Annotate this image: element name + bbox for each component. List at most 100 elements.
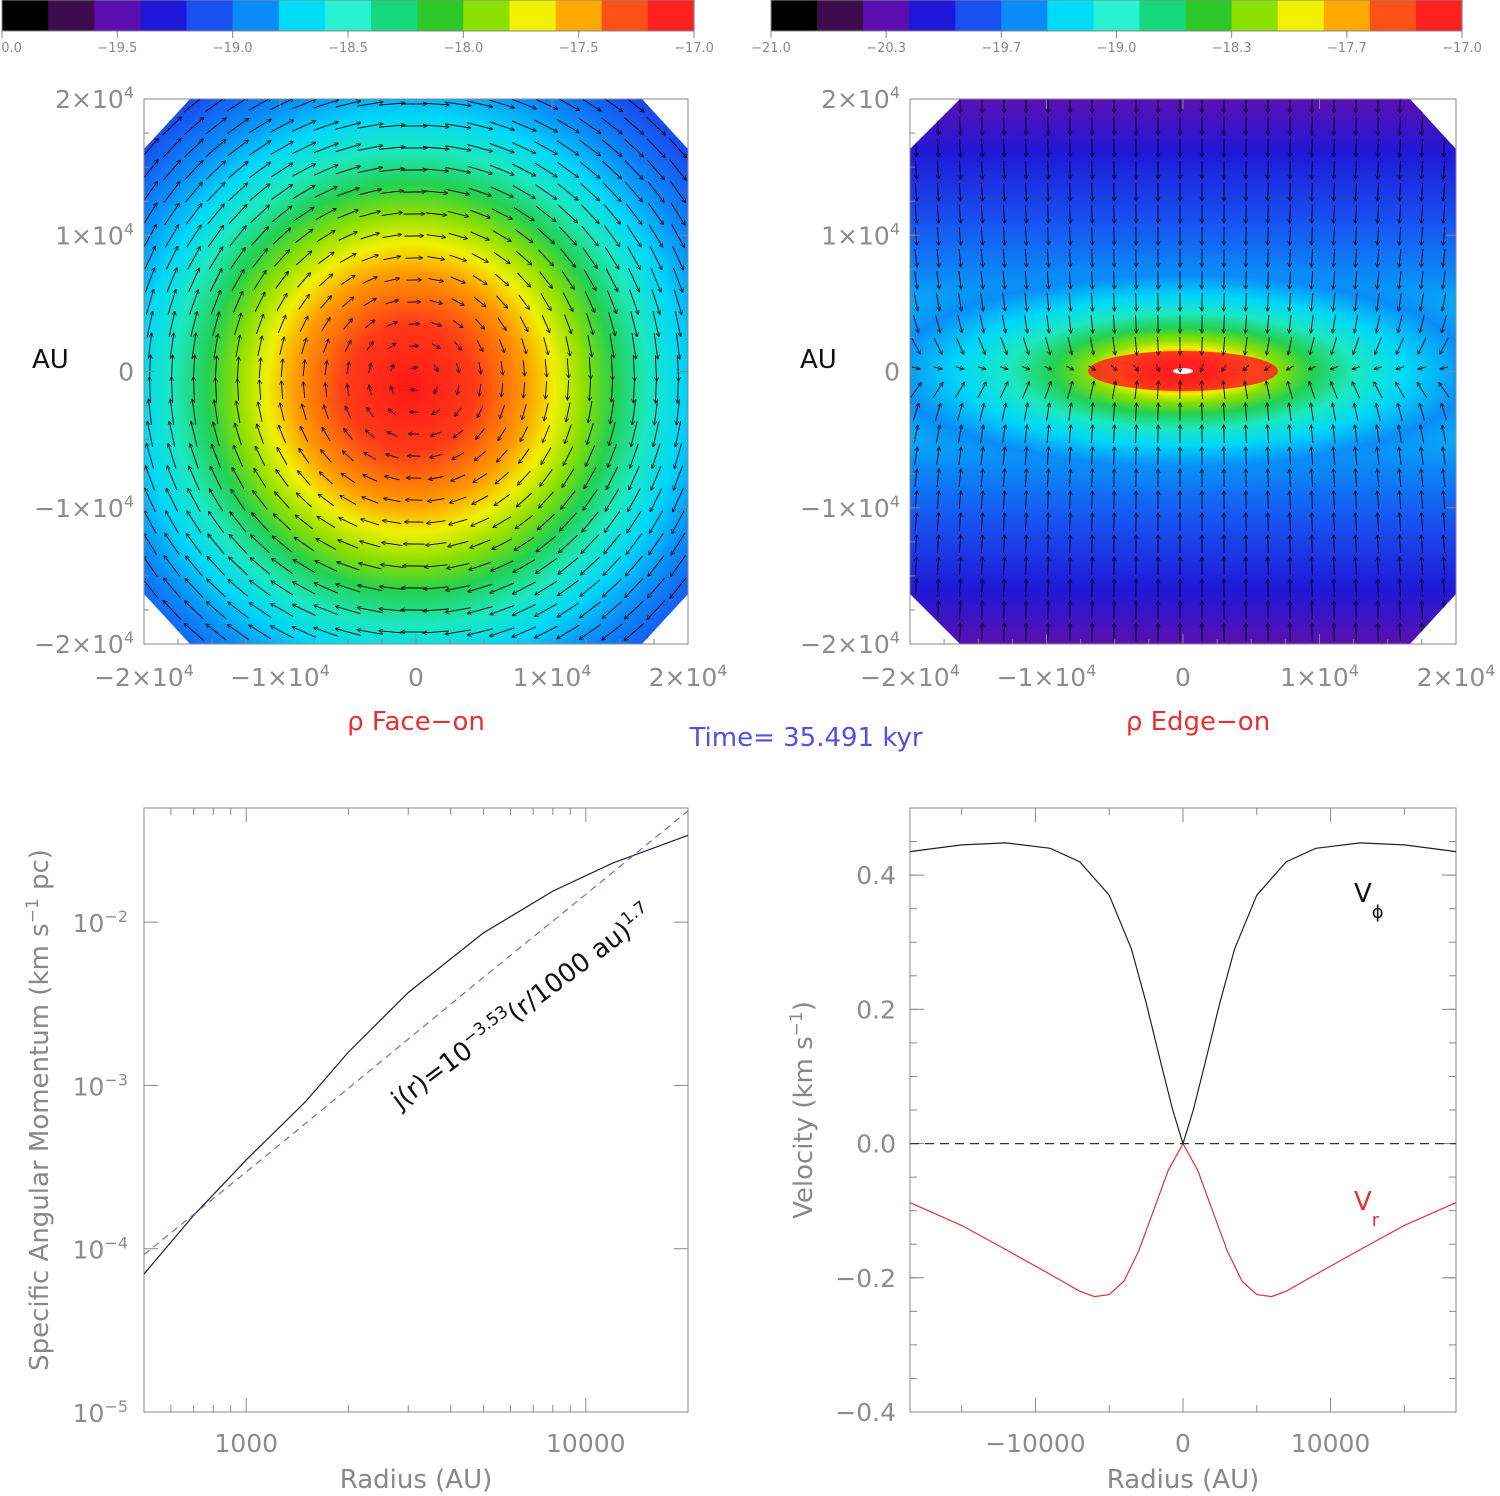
velocity-arrow	[915, 249, 917, 267]
velocity-arrow	[1004, 99, 1005, 113]
velocity-arrow	[166, 268, 177, 293]
velocity-arrow	[1047, 270, 1048, 289]
velocity-arrow	[669, 622, 688, 642]
velocity-arrow	[601, 117, 623, 134]
velocity-arrow	[1355, 226, 1356, 245]
colorbar-1-tick-label: −17.0	[674, 41, 714, 56]
velocity-arrow	[451, 298, 464, 306]
velocity-arrow	[433, 364, 438, 372]
velocity-arrow	[1289, 447, 1290, 466]
velocity-arrow	[937, 557, 938, 576]
y-tick-label: 10−2	[73, 907, 128, 938]
velocity-arrow	[210, 290, 220, 314]
velocity-arrow	[580, 182, 599, 201]
colorbar-1-swatch	[2, 0, 49, 31]
velocity-arrow	[165, 533, 180, 556]
velocity-arrow	[512, 185, 535, 199]
velocity-arrow	[649, 510, 664, 533]
velocity-arrow	[1400, 138, 1401, 157]
velocity-arrow	[536, 535, 557, 551]
velocity-arrow	[1047, 447, 1048, 466]
velocity-arrow	[294, 229, 313, 244]
velocity-arrow	[1399, 226, 1400, 245]
velocity-arrow	[651, 465, 662, 490]
velocity-arrow	[1001, 315, 1005, 333]
velocity-arrow	[1399, 182, 1400, 201]
velocity-arrow	[429, 476, 444, 480]
velocity-arrow	[227, 624, 249, 640]
velocity-arrow	[1400, 579, 1401, 598]
velocity-arrow	[273, 514, 291, 531]
velocity-arrow	[1355, 491, 1356, 510]
velocity-arrow	[980, 425, 984, 443]
velocity-arrow	[497, 317, 506, 331]
velocity-arrow	[1377, 293, 1380, 311]
velocity-arrow	[999, 382, 1008, 399]
velocity-arrow	[1443, 138, 1444, 157]
velocity-arrow	[1004, 601, 1005, 620]
velocity-arrow	[357, 124, 383, 129]
velocity-arrow	[1333, 469, 1334, 488]
velocity-arrow	[583, 269, 596, 291]
velocity-arrow	[166, 488, 179, 512]
velocity-arrow	[470, 231, 489, 240]
velocity-arrow	[1355, 513, 1356, 532]
velocity-arrow	[1421, 271, 1424, 289]
colorbar-1-swatch	[601, 0, 649, 31]
velocity-arrow	[479, 362, 481, 374]
velocity-arrow	[981, 535, 982, 554]
velocity-arrow	[1421, 447, 1424, 465]
velocity-arrow	[519, 448, 530, 464]
velocity-arrow	[958, 293, 962, 311]
velocity-arrow	[1067, 381, 1072, 399]
velocity-arrow	[471, 253, 488, 263]
velocity-arrow	[281, 359, 283, 378]
velocity-arrow	[1377, 271, 1379, 289]
velocity-arrow	[512, 604, 536, 615]
velocity-arrow	[602, 623, 623, 640]
velocity-arrow	[1400, 557, 1401, 576]
velocity-arrow	[425, 564, 448, 567]
velocity-arrow	[237, 357, 238, 380]
velocity-arrow	[476, 340, 483, 351]
velocity-arrow	[512, 626, 537, 637]
velocity-arrow	[1290, 513, 1291, 532]
velocity-arrow	[604, 511, 620, 532]
velocity-arrow	[410, 412, 419, 413]
edge-on-ytick-label: 1×104	[821, 219, 900, 250]
velocity-arrow	[1047, 469, 1048, 488]
velocity-arrow	[981, 204, 982, 223]
velocity-arrow	[1268, 513, 1269, 532]
velocity-arrow	[295, 515, 314, 530]
velocity-arrow	[1378, 138, 1379, 157]
velocity-arrow	[558, 557, 579, 574]
velocity-arrow	[230, 512, 247, 533]
velocity-arrow	[318, 274, 332, 287]
velocity-arrow	[1091, 314, 1093, 333]
velocity-arrow	[205, 140, 226, 157]
velocity-arrow	[1004, 138, 1005, 157]
velocity-arrow	[537, 513, 555, 530]
velocity-arrow	[258, 402, 263, 423]
velocity-arrow	[293, 207, 314, 222]
colorbar-1-tick-label: −19.5	[97, 41, 137, 56]
velocity-arrow	[249, 603, 272, 618]
velocity-arrow	[1442, 293, 1447, 311]
velocity-arrow	[957, 403, 963, 421]
velocity-arrow	[363, 298, 376, 306]
velocity-arrow	[633, 377, 634, 403]
velocity-arrow	[467, 628, 493, 635]
velocity-arrow	[212, 444, 221, 468]
velocity-arrow	[1091, 425, 1092, 444]
velocity-arrow	[654, 399, 659, 425]
velocity-arrow	[163, 160, 181, 181]
velocity-arrow	[317, 516, 336, 529]
velocity-y-label: Velocity (km s−1)	[787, 1001, 819, 1219]
velocity-arrow	[513, 207, 534, 221]
velocity-arrow	[1026, 138, 1027, 157]
velocity-arrow	[259, 358, 261, 379]
velocity-arrow	[1026, 116, 1027, 135]
velocity-arrow	[428, 278, 444, 282]
velocity-arrow	[1092, 204, 1093, 223]
velocity-arrow	[581, 534, 600, 554]
